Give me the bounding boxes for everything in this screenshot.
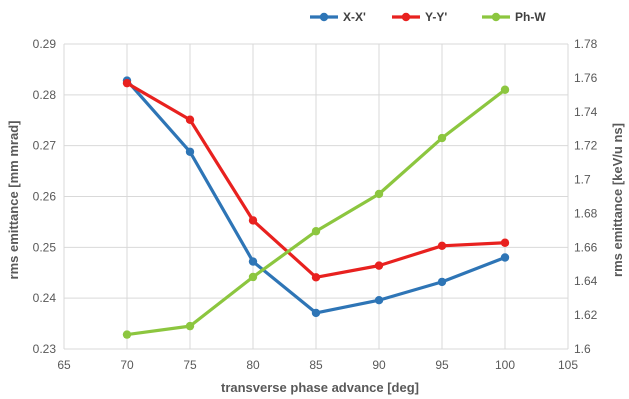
data-point bbox=[437, 241, 447, 251]
data-point bbox=[311, 273, 321, 282]
x-axis-ticks: 65 70 75 80 85 90 95 100 105 bbox=[57, 358, 578, 372]
data-point bbox=[374, 296, 384, 305]
x-tick-label: 85 bbox=[309, 358, 323, 372]
left-tick-label: 0.24 bbox=[33, 291, 57, 305]
data-point bbox=[185, 115, 195, 124]
x-tick-label: 95 bbox=[435, 358, 449, 372]
left-tick-label: 0.25 bbox=[33, 240, 57, 254]
left-tick-label: 0.29 bbox=[33, 37, 57, 51]
legend: X-X' Y-Y' Ph-W bbox=[310, 10, 546, 24]
data-point bbox=[248, 257, 258, 266]
left-tick-label: 0.27 bbox=[33, 139, 57, 153]
x-tick-label: 105 bbox=[558, 358, 578, 372]
x-tick-label: 90 bbox=[372, 358, 386, 372]
left-tick-label: 0.23 bbox=[33, 342, 57, 356]
y2-axis-title: rms emittance [keV/u ns] bbox=[610, 123, 625, 277]
data-point bbox=[185, 321, 195, 331]
legend-swatch-marker bbox=[319, 12, 329, 22]
right-tick-label: 1.78 bbox=[574, 37, 598, 51]
data-point bbox=[437, 133, 447, 143]
data-point bbox=[122, 78, 132, 88]
legend-swatch-marker bbox=[401, 12, 411, 22]
left-tick-label: 0.26 bbox=[33, 190, 57, 204]
series-1 bbox=[122, 78, 510, 282]
right-tick-label: 1.66 bbox=[574, 240, 598, 254]
data-point bbox=[122, 330, 132, 339]
left-axis-ticks: 0.23 0.24 0.25 0.26 0.27 0.28 0.29 bbox=[33, 37, 57, 356]
legend-label: Ph-W bbox=[515, 10, 546, 24]
x-tick-label: 80 bbox=[246, 358, 260, 372]
series-layer bbox=[122, 76, 510, 339]
right-axis-ticks: 1.6 1.62 1.64 1.66 1.68 1.7 1.72 1.74 1.76 1.78 bbox=[574, 37, 598, 356]
data-point bbox=[500, 253, 510, 262]
x-axis-title: transverse phase advance [deg] bbox=[221, 380, 419, 395]
data-point bbox=[374, 189, 384, 199]
data-point bbox=[248, 272, 258, 282]
right-tick-label: 1.72 bbox=[574, 139, 598, 153]
data-point bbox=[374, 261, 384, 270]
right-tick-label: 1.62 bbox=[574, 308, 598, 322]
data-point bbox=[500, 238, 510, 247]
right-tick-label: 1.74 bbox=[574, 105, 598, 119]
series-2 bbox=[122, 85, 510, 339]
right-tick-label: 1.76 bbox=[574, 71, 598, 85]
right-tick-label: 1.7 bbox=[574, 173, 591, 187]
data-point bbox=[311, 227, 321, 236]
right-tick-label: 1.68 bbox=[574, 206, 598, 220]
legend-label: Y-Y' bbox=[425, 10, 447, 24]
x-tick-label: 65 bbox=[57, 358, 71, 372]
legend-label: X-X' bbox=[343, 10, 366, 24]
data-point bbox=[500, 85, 510, 94]
right-tick-label: 1.6 bbox=[574, 342, 591, 356]
x-tick-label: 100 bbox=[495, 358, 515, 372]
data-point bbox=[311, 308, 321, 318]
data-point bbox=[437, 277, 447, 287]
legend-swatch-marker bbox=[491, 12, 501, 22]
left-tick-label: 0.28 bbox=[33, 88, 57, 102]
right-tick-label: 1.64 bbox=[574, 274, 598, 288]
x-tick-label: 75 bbox=[183, 358, 197, 372]
data-point bbox=[185, 147, 195, 156]
x-tick-label: 70 bbox=[120, 358, 134, 372]
y-axis-title: rms emittance [mm mrad] bbox=[6, 121, 21, 280]
data-point bbox=[248, 216, 258, 225]
